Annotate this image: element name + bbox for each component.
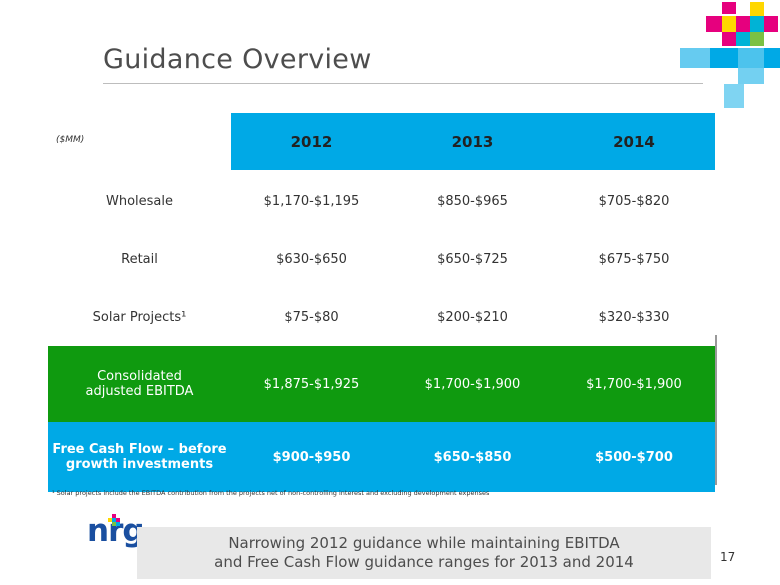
year-header-2014: 2014	[613, 132, 655, 151]
row-label: Solar Projects¹	[92, 309, 187, 325]
table-row-solar-projects: Solar Projects¹ $75-$80 $200-$210 $320-$…	[48, 288, 715, 346]
cell-value: $650-$850	[433, 449, 512, 465]
row-label-line1: Consolidated	[97, 369, 182, 384]
page-title: Guidance Overview	[103, 44, 372, 75]
banner-line1: Narrowing 2012 guidance while maintainin…	[228, 534, 620, 552]
row-label: Consolidated adjusted EBITDA	[48, 369, 231, 399]
page-number: 17	[720, 550, 736, 564]
title-divider	[103, 83, 703, 84]
row-label: Retail	[121, 251, 158, 267]
footnote: ¹ Solar projects include the EBITDA cont…	[52, 489, 490, 497]
cell-value: $675-$750	[598, 251, 670, 267]
table-right-edge-rule	[715, 335, 717, 485]
row-label-line2: adjusted EBITDA	[85, 384, 194, 399]
row-label-line1: Free Cash Flow – before	[52, 442, 227, 457]
table-row-retail: Retail $630-$650 $650-$725 $675-$750	[48, 230, 715, 288]
cell-value: $500-$700	[595, 449, 673, 465]
cell-value: $1,700-$1,900	[586, 376, 682, 392]
corner-mosaic-graphic	[680, 2, 780, 108]
banner-line2: and Free Cash Flow guidance ranges for 2…	[214, 553, 634, 571]
nrg-logo-star-icon	[108, 514, 120, 526]
year-header-2013: 2013	[451, 132, 494, 151]
cell-value: $1,700-$1,900	[424, 376, 521, 392]
table-row-wholesale: Wholesale $1,170-$1,195 $850-$965 $705-$…	[48, 172, 715, 230]
row-label: Free Cash Flow – before growth investmen…	[48, 442, 231, 472]
cell-value: $1,170-$1,195	[263, 193, 360, 209]
summary-banner: Narrowing 2012 guidance while maintainin…	[137, 527, 711, 579]
year-header-band: 2012 2013 2014	[231, 113, 715, 170]
year-header-2012: 2012	[290, 132, 333, 151]
cell-value: $705-$820	[598, 193, 670, 209]
cell-value: $320-$330	[598, 309, 670, 325]
row-label: Wholesale	[105, 193, 173, 209]
table-row-free-cash-flow: Free Cash Flow – before growth investmen…	[48, 422, 715, 492]
cell-value: $850-$965	[437, 193, 508, 209]
cell-value: $630-$650	[276, 251, 347, 267]
cell-value: $650-$725	[437, 251, 508, 267]
table-header-row: ($MM) 2012 2013 2014	[48, 113, 715, 170]
cell-value: $200-$210	[437, 309, 508, 325]
cell-value: $75-$80	[284, 309, 339, 325]
cell-value: $900-$950	[272, 449, 351, 465]
unit-label: ($MM)	[56, 135, 85, 145]
cell-value: $1,875-$1,925	[263, 376, 360, 392]
guidance-table: ($MM) 2012 2013 2014 Wholesale $1,170-$1…	[48, 113, 715, 492]
table-row-consolidated-ebitda: Consolidated adjusted EBITDA $1,875-$1,9…	[48, 346, 715, 422]
row-label-line2: growth investments	[65, 457, 214, 472]
